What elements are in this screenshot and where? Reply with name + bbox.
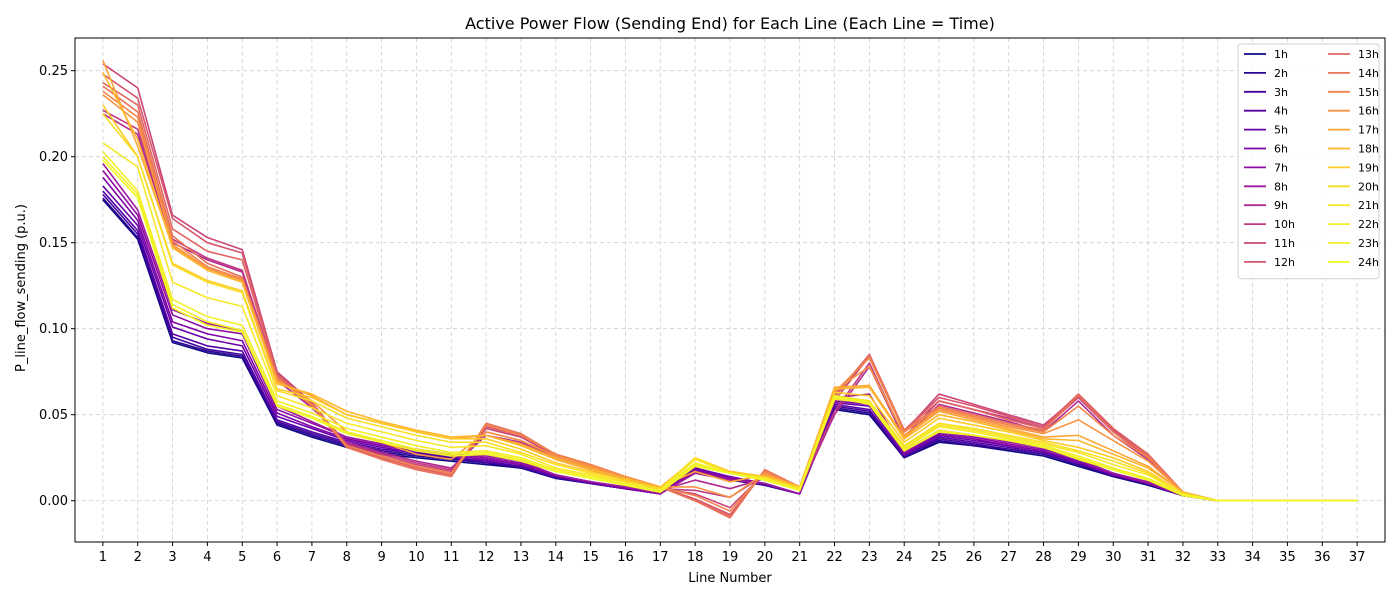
legend-entry: 7h — [1274, 161, 1288, 174]
series-line-15h — [102, 90, 1358, 512]
series-line-7h — [102, 169, 1358, 502]
y-tick-label: 0.20 — [39, 150, 68, 165]
x-tick-label: 7 — [308, 550, 316, 565]
legend-entry: 19h — [1358, 161, 1379, 174]
x-tick-label: 2 — [134, 550, 142, 565]
x-tick-label: 35 — [1279, 550, 1296, 565]
legend-entry: 21h — [1358, 199, 1379, 212]
x-tick-label: 31 — [1140, 550, 1157, 565]
x-tick-label: 13 — [513, 550, 530, 565]
x-tick-label: 9 — [377, 550, 385, 565]
legend-entry: 15h — [1358, 86, 1379, 99]
x-tick-label: 28 — [1035, 550, 1052, 565]
x-tick-label: 18 — [687, 550, 704, 565]
x-tick-label: 21 — [791, 550, 808, 565]
series-line-17h — [102, 60, 1358, 502]
series-line-8h — [102, 163, 1358, 502]
series-line-19h — [102, 104, 1358, 502]
x-tick-label: 1 — [99, 550, 107, 565]
x-tick-label: 8 — [343, 550, 351, 565]
x-tick-label: 6 — [273, 550, 281, 565]
x-tick-label: 11 — [443, 550, 460, 565]
x-tick-label: 12 — [478, 550, 495, 565]
x-tick-label: 5 — [238, 550, 246, 565]
y-tick-label: 0.15 — [39, 236, 68, 251]
y-tick-label: 0.00 — [39, 494, 68, 509]
legend-entry: 9h — [1274, 199, 1288, 212]
legend-entry: 23h — [1358, 237, 1379, 250]
legend-entry: 14h — [1358, 67, 1379, 80]
x-tick-label: 24 — [896, 550, 913, 565]
x-tick-label: 36 — [1314, 550, 1331, 565]
legend: 1h 2h 3h 4h 5h 6h 7h 8h 9h 10h 11h 12h 13h 14h 15h 16h 1… — [1237, 43, 1380, 280]
y-tick-label: 0.05 — [39, 408, 68, 423]
legend-entry: 5h — [1274, 124, 1288, 137]
legend-entry: 18h — [1358, 143, 1379, 156]
legend-box — [1237, 43, 1380, 280]
series-line-14h — [102, 85, 1358, 519]
y-axis-ticks: 0.00 0.05 0.10 0.15 0.20 0.25 — [39, 64, 75, 509]
x-tick-label: 14 — [548, 550, 565, 565]
x-tick-label: 3 — [168, 550, 176, 565]
legend-entry: 6h — [1274, 143, 1288, 156]
x-tick-label: 20 — [757, 550, 774, 565]
y-tick-label: 0.25 — [39, 64, 68, 79]
x-tick-label: 32 — [1175, 550, 1192, 565]
legend-entry: 4h — [1274, 105, 1288, 118]
x-tick-label: 10 — [408, 550, 425, 565]
legend-entry: 10h — [1274, 218, 1295, 231]
x-tick-label: 19 — [722, 550, 739, 565]
plot-series — [102, 60, 1358, 519]
x-tick-label: 16 — [617, 550, 634, 565]
x-tick-label: 22 — [826, 550, 843, 565]
x-tick-label: 26 — [966, 550, 983, 565]
legend-entry: 20h — [1358, 180, 1379, 193]
x-tick-label: 34 — [1244, 550, 1261, 565]
x-tick-label: 17 — [652, 550, 669, 565]
chart-title: Active Power Flow (Sending End) for Each… — [465, 14, 995, 33]
legend-entry: 16h — [1358, 105, 1379, 118]
y-tick-label: 0.10 — [39, 322, 68, 337]
legend-entry: 17h — [1358, 124, 1379, 137]
x-axis-ticks: 1 2 3 4 5 6 7 8 9 10 11 12 13 14 15 16 17 18 19 20 21 22 23 24 2… — [99, 542, 1366, 565]
x-tick-label: 30 — [1105, 550, 1122, 565]
legend-entry: 12h — [1274, 256, 1295, 269]
legend-entry: 8h — [1274, 180, 1288, 193]
legend-entry: 13h — [1358, 48, 1379, 61]
x-tick-label: 37 — [1349, 550, 1366, 565]
y-axis-label: P_line_flow_sending (p.u.) — [14, 204, 29, 372]
x-axis-label: Line Number — [688, 571, 772, 586]
legend-entry: 11h — [1274, 237, 1295, 250]
x-tick-label: 25 — [931, 550, 948, 565]
x-tick-label: 23 — [861, 550, 878, 565]
legend-entry: 3h — [1274, 86, 1288, 99]
x-tick-label: 27 — [1000, 550, 1017, 565]
legend-entry: 24h — [1358, 256, 1379, 269]
legend-entry: 1h — [1274, 48, 1288, 61]
legend-entry: 22h — [1358, 218, 1379, 231]
x-tick-label: 15 — [582, 550, 599, 565]
x-tick-label: 29 — [1070, 550, 1087, 565]
series-line-24h — [102, 159, 1358, 502]
x-tick-label: 33 — [1209, 550, 1226, 565]
legend-entry: 2h — [1274, 67, 1288, 80]
x-tick-label: 4 — [203, 550, 211, 565]
